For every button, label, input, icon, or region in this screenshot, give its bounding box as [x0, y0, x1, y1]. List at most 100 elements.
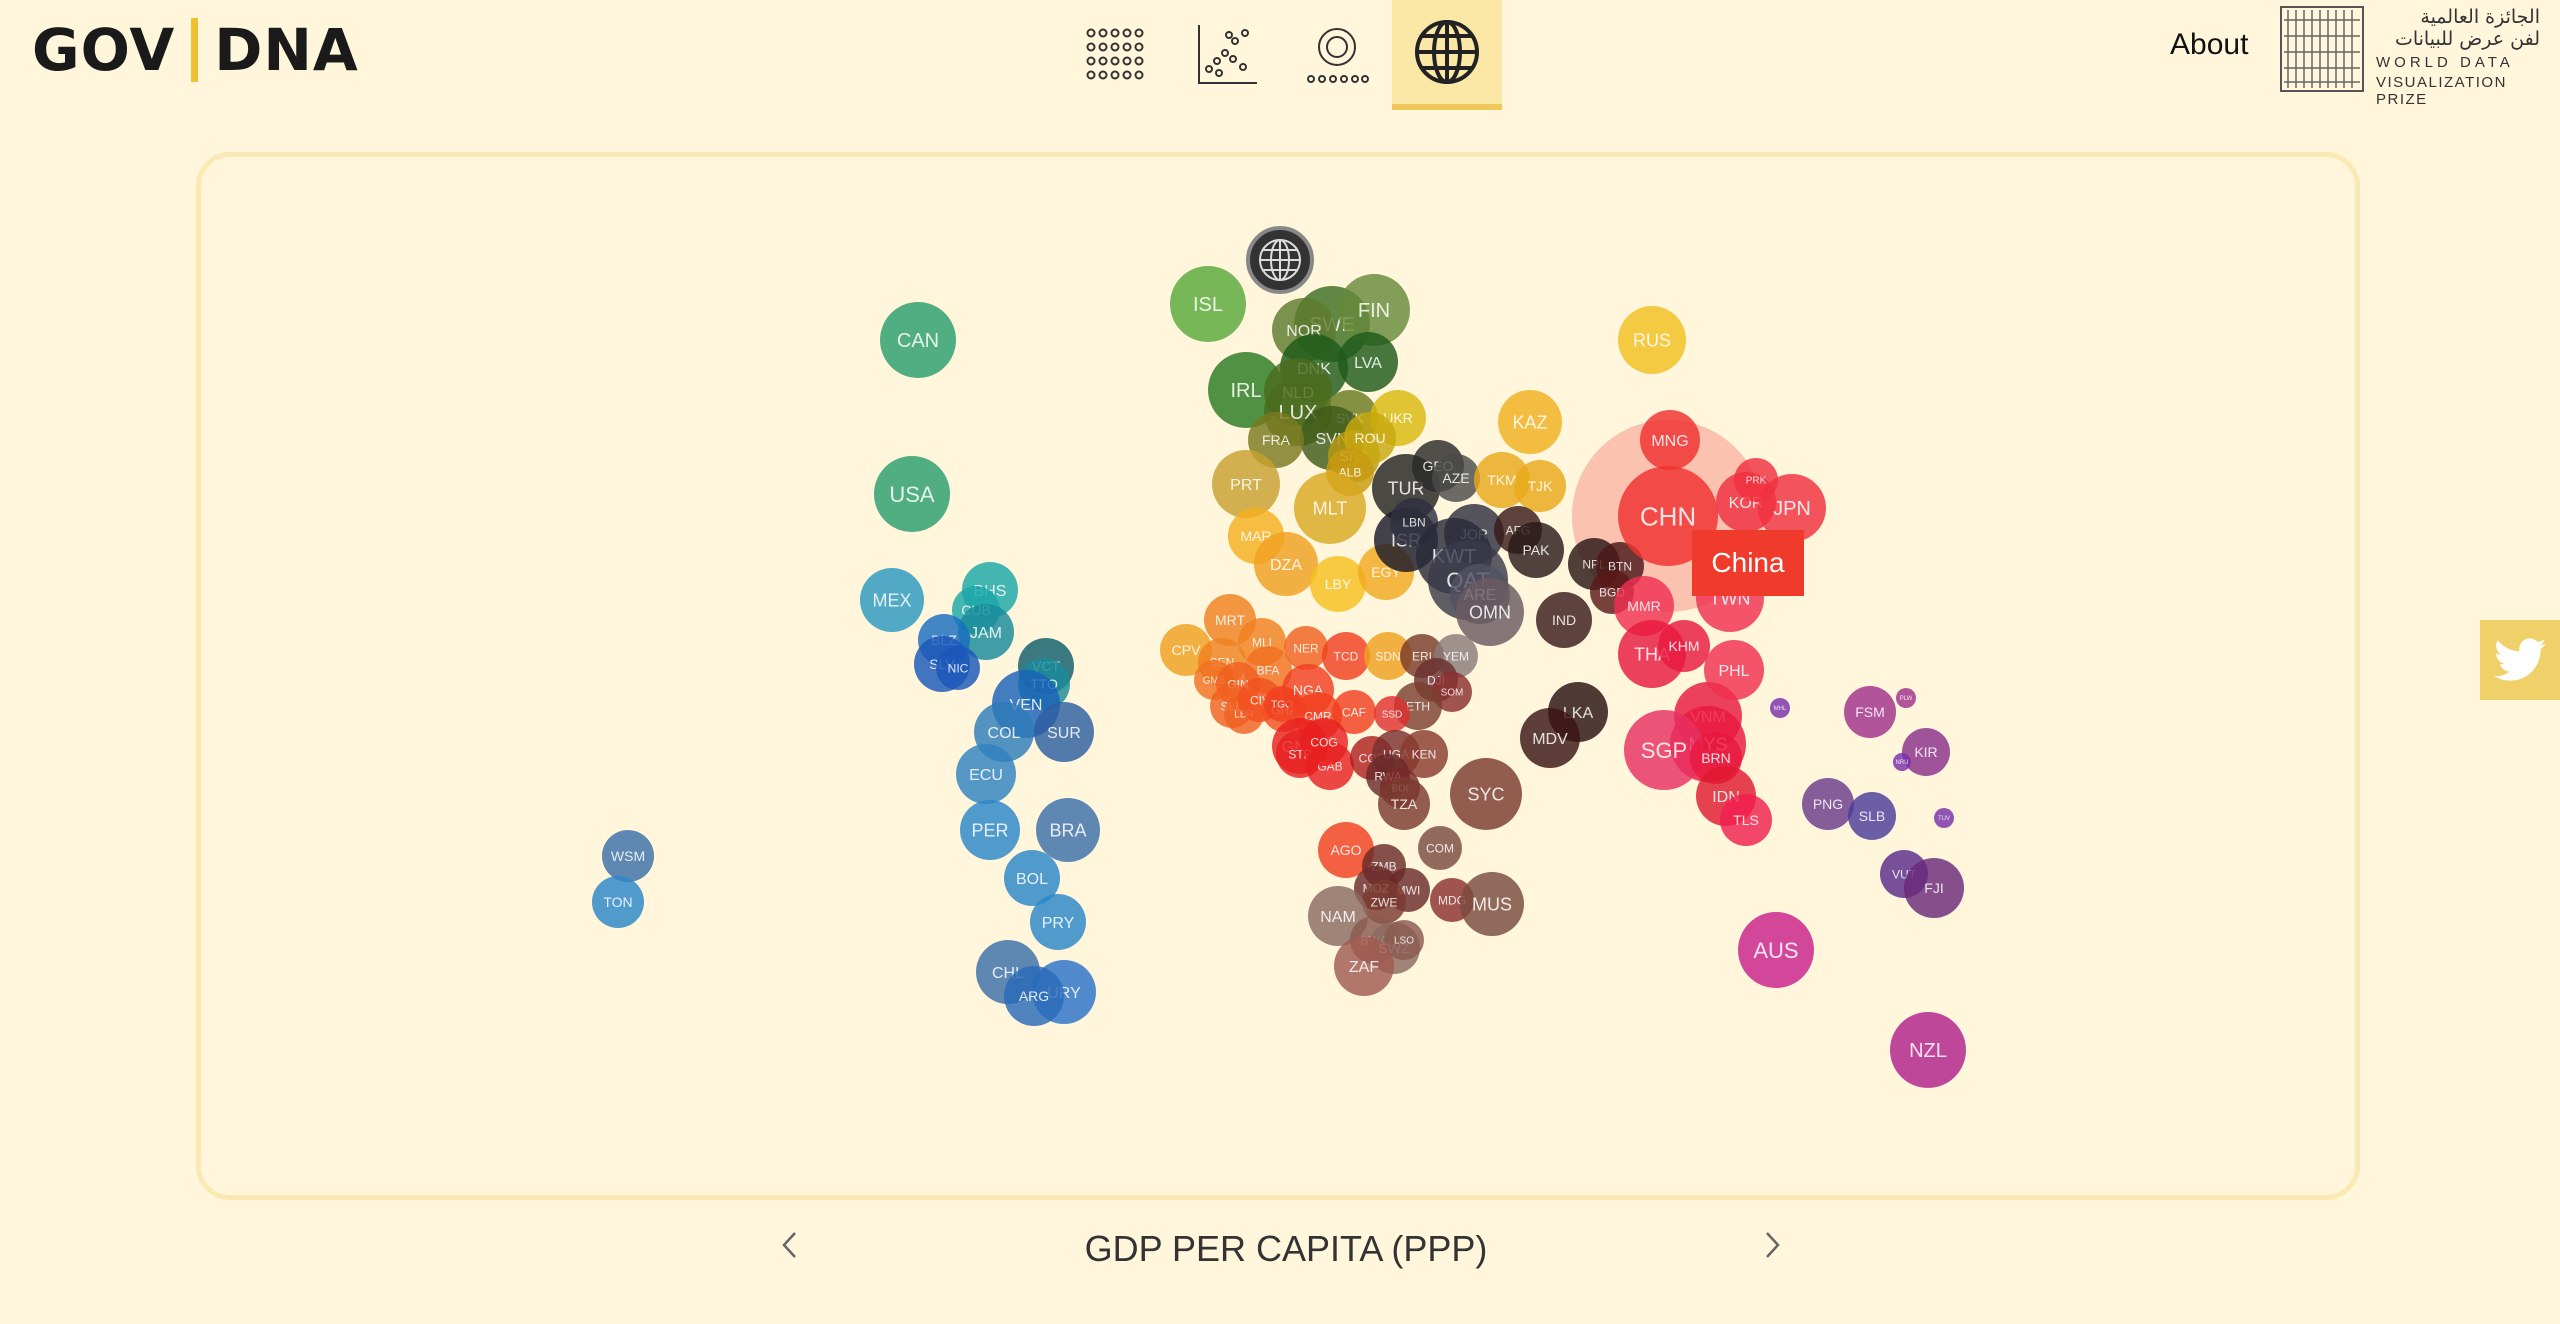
country-code-label: TUV	[1938, 816, 1950, 822]
country-bubble-ago[interactable]: AGO	[1318, 822, 1374, 878]
country-bubble-circle	[1758, 474, 1826, 542]
country-bubble-sdn[interactable]: SDN	[1364, 632, 1412, 680]
country-code-label: BRN	[1701, 750, 1731, 766]
country-bubble-aus[interactable]: AUS	[1738, 912, 1814, 988]
gov-dna-logo[interactable]: GOV DNA	[32, 14, 359, 86]
country-bubble-caf[interactable]: CAF	[1332, 690, 1376, 734]
next-metric-button[interactable]	[1752, 1220, 1792, 1270]
country-bubble-nic[interactable]: NIC	[936, 646, 980, 690]
country-bubble-kaz[interactable]: KAZ	[1498, 390, 1562, 454]
country-bubble-circle	[1400, 730, 1448, 778]
country-bubble-ecu[interactable]: ECU	[956, 744, 1016, 804]
country-bubble-mhl[interactable]: MHL	[1770, 698, 1790, 718]
country-bubble-tcd[interactable]: TCD	[1322, 632, 1370, 680]
country-bubble-can[interactable]: CAN	[880, 302, 956, 378]
country-code-label: SOM	[1441, 688, 1464, 699]
country-bubble-fin[interactable]: FIN	[1338, 274, 1410, 346]
country-bubble-ner[interactable]: NER	[1284, 626, 1328, 670]
country-bubble-circle	[1362, 880, 1406, 924]
country-bubble-mdv[interactable]: MDV	[1520, 708, 1580, 768]
country-bubble-nzl[interactable]: NZL	[1890, 1012, 1966, 1088]
country-bubble-plw[interactable]: PLW	[1896, 688, 1916, 708]
prize-english-line2: VISUALIZATION PRIZE	[2376, 74, 2507, 108]
country-bubble-aze[interactable]: AZE	[1432, 454, 1480, 502]
rings-view-button[interactable]	[1282, 0, 1392, 110]
country-bubble-lva[interactable]: LVA	[1338, 332, 1398, 392]
country-bubble-jam[interactable]: JAM	[958, 604, 1014, 660]
country-bubble-com[interactable]: COM	[1418, 826, 1462, 870]
country-bubble-mlt[interactable]: MLT	[1294, 472, 1366, 544]
country-bubble-phl[interactable]: PHL	[1704, 640, 1764, 700]
country-bubble-prt[interactable]: PRT	[1212, 450, 1280, 518]
country-bubble-kir[interactable]: KIR	[1902, 728, 1950, 776]
country-bubble-rus[interactable]: RUS	[1618, 306, 1686, 374]
country-code-label: ERI	[1412, 649, 1432, 663]
country-bubble-sgp[interactable]: SGP	[1624, 710, 1704, 790]
country-bubble-slb[interactable]: SLB	[1848, 792, 1896, 840]
country-code-label: PRY	[1042, 915, 1075, 932]
country-bubble-tjk[interactable]: TJK	[1514, 460, 1566, 512]
country-bubble-pak[interactable]: PAK	[1508, 522, 1564, 578]
country-bubble-omn[interactable]: OMN	[1456, 578, 1524, 646]
country-code-label: MMR	[1627, 598, 1660, 614]
country-bubble-ken[interactable]: KEN	[1400, 730, 1448, 778]
country-bubble-arg[interactable]: ARG	[1004, 966, 1064, 1026]
country-bubble-ton[interactable]: TON	[592, 876, 644, 928]
country-bubble-ssd[interactable]: SSD	[1374, 696, 1410, 732]
country-code-label: CAN	[897, 330, 939, 352]
country-bubble-pry[interactable]: PRY	[1030, 894, 1086, 950]
country-bubble-circle	[1460, 872, 1524, 936]
country-bubble-zaf[interactable]: ZAF	[1334, 936, 1394, 996]
country-bubble-tls[interactable]: TLS	[1720, 794, 1772, 846]
logo-gov-text: GOV	[32, 16, 176, 84]
scatter-view-button[interactable]	[1172, 0, 1282, 110]
country-bubble-png[interactable]: PNG	[1802, 778, 1854, 830]
country-bubble-zwe[interactable]: ZWE	[1362, 880, 1406, 924]
country-bubble-bol[interactable]: BOL	[1004, 850, 1060, 906]
country-bubble-circle	[1498, 390, 1562, 454]
country-bubble-usa[interactable]: USA	[874, 456, 950, 532]
country-bubble-lso[interactable]: LSO	[1384, 920, 1424, 960]
country-bubble-syc[interactable]: SYC	[1450, 758, 1522, 830]
country-bubble-dza[interactable]: DZA	[1254, 532, 1318, 596]
country-bubble-mng[interactable]: MNG	[1640, 410, 1700, 470]
twitter-share-button[interactable]	[2480, 620, 2560, 700]
country-bubble-jpn[interactable]: JPN	[1758, 474, 1826, 542]
country-bubble-circle	[1322, 632, 1370, 680]
country-bubble-mex[interactable]: MEX	[860, 568, 924, 632]
country-code-label: ZWE	[1371, 895, 1398, 909]
country-bubble-fji[interactable]: FJI	[1904, 858, 1964, 918]
country-bubble-circle	[874, 456, 950, 532]
country-bubble-nru[interactable]: NRU	[1893, 753, 1911, 771]
country-bubble-tza[interactable]: TZA	[1378, 778, 1430, 830]
country-bubble-sur[interactable]: SUR	[1034, 702, 1094, 762]
world-data-visualization-prize-logo[interactable]: الجائزة العالمية لفن عرض للبيانات WORLD …	[2280, 6, 2542, 108]
chevron-left-icon	[782, 1232, 796, 1258]
about-link[interactable]: About	[2170, 28, 2249, 61]
country-bubble-circle	[1212, 450, 1280, 518]
country-bubble-som[interactable]: SOM	[1432, 672, 1472, 712]
country-bubble-mus[interactable]: MUS	[1460, 872, 1524, 936]
country-code-label: TGO	[1271, 700, 1293, 711]
country-code-label: CHN	[1640, 501, 1696, 531]
globe-view-button[interactable]	[1392, 0, 1502, 110]
country-bubble-bra[interactable]: BRA	[1036, 798, 1100, 862]
country-bubble-circle	[1300, 718, 1348, 766]
country-code-label: MLI	[1252, 635, 1272, 649]
logo-divider	[191, 18, 199, 82]
country-bubble-tuv[interactable]: TUV	[1934, 808, 1954, 828]
country-bubble-cog[interactable]: COG	[1300, 718, 1348, 766]
country-code-label: MEX	[872, 590, 911, 610]
country-bubble-wsm[interactable]: WSM	[602, 830, 654, 882]
country-code-label: UKR	[1383, 410, 1413, 426]
country-bubble-circle	[1450, 758, 1522, 830]
country-bubble-ind[interactable]: IND	[1536, 592, 1592, 648]
country-bubble-khm[interactable]: KHM	[1658, 620, 1710, 672]
country-bubble-lby[interactable]: LBY	[1310, 556, 1366, 612]
previous-metric-button[interactable]	[770, 1220, 810, 1270]
country-bubble-per[interactable]: PER	[960, 800, 1020, 860]
dot-matrix-view-button[interactable]	[1062, 0, 1172, 110]
country-bubble-fsm[interactable]: FSM	[1844, 686, 1896, 738]
country-code-label: MAR	[1240, 528, 1271, 544]
country-bubble-isl[interactable]: ISL	[1170, 266, 1246, 342]
